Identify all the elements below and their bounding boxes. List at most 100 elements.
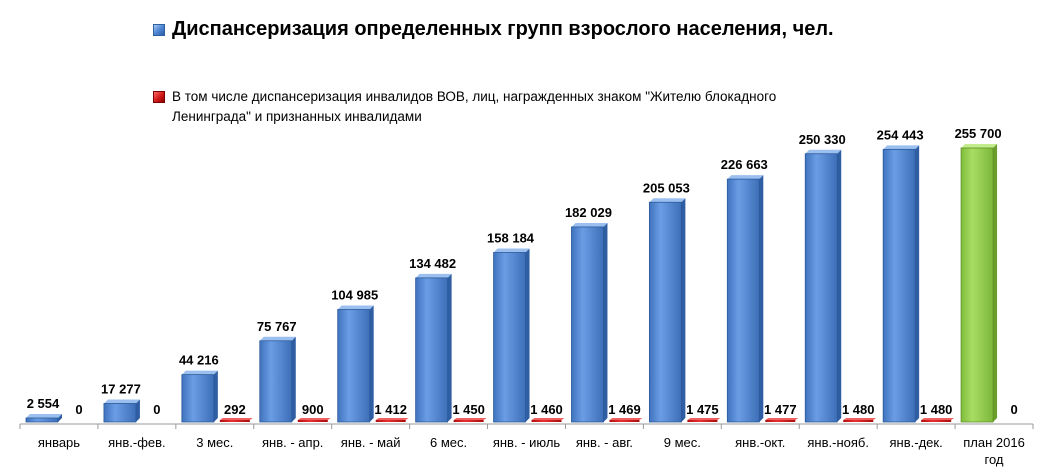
bar-side-face: [915, 145, 920, 422]
bar-front-face: [453, 420, 484, 422]
bar-top-face: [337, 305, 374, 310]
data-label-series-1: 104 985: [331, 288, 378, 303]
x-tick-label: 3 мес.: [196, 435, 233, 450]
bar-series-1: [415, 273, 452, 423]
data-label-series-1: 44 216: [179, 353, 219, 368]
data-label-series-2: 1 460: [530, 402, 563, 417]
bar-series-1: [25, 414, 62, 423]
data-label-series-1: 182 029: [565, 205, 612, 220]
x-tick-label: янв.-дек.: [890, 435, 943, 450]
bar-front-face: [219, 420, 250, 422]
bar-series-1: [648, 198, 686, 423]
bar-side-face: [525, 248, 530, 422]
bar-side-face: [58, 414, 62, 422]
bar-top-face: [531, 418, 565, 420]
bar-top-face: [26, 414, 62, 418]
legend-item-series-2: В том числе диспансеризация инвалидов ВО…: [153, 87, 853, 127]
bar-side-face: [603, 222, 608, 422]
bar-series-2: [297, 418, 331, 422]
bar-top-face: [415, 273, 452, 278]
data-label-series-1: 205 053: [643, 180, 690, 195]
x-tick-label: 6 мес.: [430, 435, 467, 450]
bar-front-face: [648, 201, 682, 423]
data-label-series-2: 1 412: [374, 402, 407, 417]
bar-top-face: [805, 149, 842, 154]
x-tick-label: янв. - апр.: [262, 435, 323, 450]
bar-front-face: [765, 420, 796, 422]
bar-top-face: [727, 175, 764, 180]
data-label-series-2: 292: [224, 402, 246, 417]
bar-series-1: [571, 222, 608, 423]
bar-front-face: [531, 420, 562, 422]
x-tick-label: 9 мес.: [664, 435, 701, 450]
bar-side-face: [135, 399, 140, 422]
bar-top-face: [453, 418, 487, 420]
bar-top-face: [297, 418, 331, 420]
bar-plan: [960, 144, 998, 423]
bar-series-1: [181, 370, 218, 423]
x-tick-label: янв. - июль: [493, 435, 561, 450]
bar-front-face: [337, 309, 371, 423]
bar-top-face: [375, 418, 409, 420]
bar-front-face: [726, 178, 760, 423]
bar-series-2: [375, 418, 409, 422]
legend-item-series-1: Диспансеризация определенных групп взрос…: [153, 18, 834, 41]
legend-label-series-1: Диспансеризация определенных групп взрос…: [172, 18, 834, 40]
bar-top-face: [883, 145, 920, 150]
bar-front-face: [804, 153, 838, 423]
data-label-series-2: 0: [1010, 402, 1017, 417]
bar-front-face: [375, 420, 406, 422]
x-tick-label: янв. - авг.: [576, 435, 633, 450]
legend-swatch-blue: [153, 24, 165, 36]
bar-side-face: [369, 305, 374, 422]
bar-front-face: [259, 340, 293, 423]
data-label-series-1: 255 700: [955, 126, 1002, 141]
bar-series-1: [726, 175, 764, 423]
data-label-series-2: 1 477: [764, 402, 797, 417]
bar-side-face: [837, 149, 842, 422]
bar-series-2: [687, 418, 721, 422]
bar-front-face: [960, 147, 994, 423]
bar-front-face: [843, 420, 874, 422]
bar-series-2: [531, 418, 565, 422]
bar-front-face: [882, 148, 916, 423]
data-label-series-2: 1 469: [608, 402, 641, 417]
bar-side-face: [447, 273, 452, 422]
bar-top-face: [609, 418, 643, 420]
bar-top-face: [219, 418, 253, 420]
bar-top-face: [259, 336, 296, 341]
bar-top-face: [181, 370, 218, 375]
bar-series-1: [882, 145, 920, 423]
data-label-series-2: 1 480: [842, 402, 875, 417]
bar-front-face: [493, 252, 526, 423]
bar-top-face: [571, 222, 608, 227]
bar-front-face: [609, 420, 640, 422]
bar-series-1: [259, 336, 296, 423]
bar-top-face: [103, 399, 140, 404]
bar-front-face: [571, 226, 604, 423]
bar-front-face: [297, 420, 328, 422]
bar-front-face: [25, 417, 59, 423]
data-label-series-1: 75 767: [257, 319, 297, 334]
x-tick-label: янв.-фев.: [108, 435, 166, 450]
bar-series-1: [103, 399, 140, 423]
data-label-series-2: 1 480: [920, 402, 953, 417]
bar-side-face: [681, 198, 686, 422]
x-tick-label: январь: [38, 435, 80, 450]
bar-top-face: [493, 248, 530, 253]
data-label-series-1: 134 482: [409, 256, 456, 271]
bar-series-2: [921, 418, 955, 422]
x-tick-label: янв. - май: [341, 435, 401, 450]
bar-series-2: [843, 418, 877, 422]
bar-series-2: [609, 418, 643, 422]
data-label-series-2: 900: [302, 402, 324, 417]
bar-series-2: [219, 418, 253, 422]
data-label-series-1: 158 184: [487, 230, 535, 245]
bar-side-face: [993, 144, 998, 422]
x-tick-label: янв.-окт.: [735, 435, 785, 450]
bar-front-face: [103, 403, 137, 423]
x-tick-label: план 2016 год: [963, 435, 1025, 467]
data-label-series-1: 254 443: [877, 127, 924, 142]
bar-side-face: [759, 175, 764, 422]
